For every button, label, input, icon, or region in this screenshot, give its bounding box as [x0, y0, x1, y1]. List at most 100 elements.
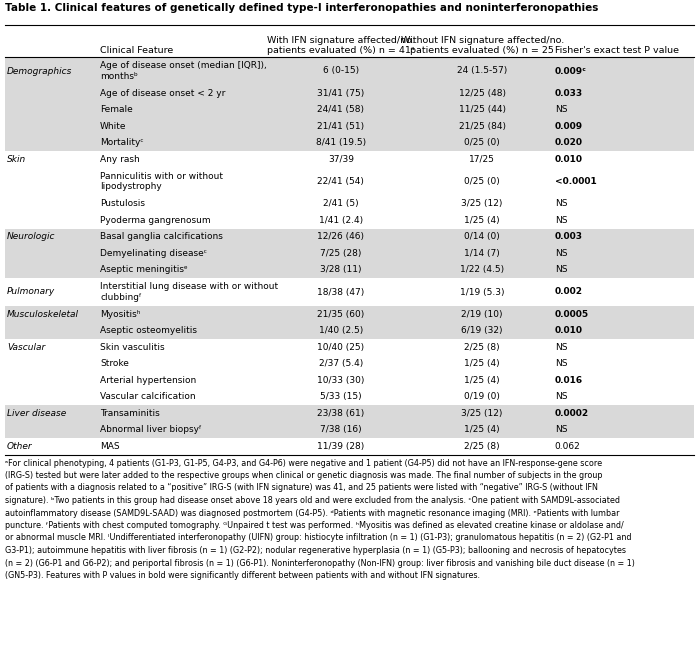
Text: 21/35 (60): 21/35 (60): [317, 310, 364, 319]
Bar: [5, 389, 694, 405]
Text: G3-P1); autoimmune hepatitis with liver fibrosis (n = 1) (G2-P2); nodular regene: G3-P1); autoimmune hepatitis with liver …: [5, 546, 626, 555]
Text: 1/25 (4): 1/25 (4): [464, 216, 500, 225]
Text: 0.002: 0.002: [555, 287, 583, 297]
Bar: [5, 101, 694, 118]
Text: Demographics: Demographics: [7, 66, 73, 76]
Text: Age of disease onset (median [IQR]),
monthsᵇ: Age of disease onset (median [IQR]), mon…: [100, 61, 267, 81]
Text: NS: NS: [555, 343, 568, 352]
Text: Clinical Feature: Clinical Feature: [100, 46, 173, 55]
Text: 0.033: 0.033: [555, 89, 583, 98]
Text: Pulmonary: Pulmonary: [7, 287, 55, 297]
Text: With IFN signature affected/no.
patients evaluated (%) n = 41ᵃ: With IFN signature affected/no. patients…: [267, 36, 415, 55]
Bar: [5, 356, 694, 372]
Text: 0/25 (0): 0/25 (0): [464, 177, 500, 186]
Text: Aseptic meningitisᵉ: Aseptic meningitisᵉ: [100, 265, 188, 274]
Text: 0.0002: 0.0002: [555, 409, 589, 418]
Text: 1/19 (5.3): 1/19 (5.3): [460, 287, 505, 297]
Bar: [5, 118, 694, 134]
Text: NS: NS: [555, 216, 568, 225]
Text: 1/25 (4): 1/25 (4): [464, 359, 500, 368]
Bar: [5, 85, 694, 101]
Text: 11/25 (44): 11/25 (44): [459, 105, 505, 114]
Text: Transaminitis: Transaminitis: [100, 409, 160, 418]
Text: 10/40 (25): 10/40 (25): [317, 343, 364, 352]
Text: 1/25 (4): 1/25 (4): [464, 376, 500, 384]
Text: <0.0001: <0.0001: [555, 177, 596, 186]
Text: 0.062: 0.062: [555, 442, 580, 451]
Text: Without IFN signature affected/no.
patients evaluated (%) n = 25: Without IFN signature affected/no. patie…: [401, 36, 564, 55]
Bar: [5, 372, 694, 389]
Text: Demyelinating diseaseᶜ: Demyelinating diseaseᶜ: [100, 249, 207, 258]
Text: 31/41 (75): 31/41 (75): [317, 89, 364, 98]
Text: Skin vasculitis: Skin vasculitis: [100, 343, 165, 352]
Text: 3/25 (12): 3/25 (12): [461, 199, 503, 208]
Bar: [5, 25, 694, 57]
Text: 0.010: 0.010: [555, 155, 583, 164]
Text: 2/41 (5): 2/41 (5): [323, 199, 359, 208]
Text: 0.010: 0.010: [555, 326, 583, 336]
Text: Myositisʰ: Myositisʰ: [100, 310, 140, 319]
Text: 1/14 (7): 1/14 (7): [464, 249, 500, 258]
Text: NS: NS: [555, 359, 568, 368]
Text: NS: NS: [555, 393, 568, 401]
Text: 1/25 (4): 1/25 (4): [464, 425, 500, 434]
Text: 11/39 (28): 11/39 (28): [317, 442, 364, 451]
Text: Arterial hypertension: Arterial hypertension: [100, 376, 196, 384]
Text: puncture. ᶠPatients with chest computed tomography. ᴳUnpaired t test was perform: puncture. ᶠPatients with chest computed …: [5, 521, 624, 530]
Bar: [5, 421, 694, 438]
Text: of patients with a diagnosis related to a “positive” IRG-S (with IFN signature) : of patients with a diagnosis related to …: [5, 484, 598, 493]
Text: Abnormal liver biopsyᶠ: Abnormal liver biopsyᶠ: [100, 425, 202, 434]
Text: 0/25 (0): 0/25 (0): [464, 138, 500, 147]
Text: NS: NS: [555, 249, 568, 258]
Text: Liver disease: Liver disease: [7, 409, 66, 418]
Bar: [5, 245, 694, 262]
Text: Female: Female: [100, 105, 133, 114]
Text: 37/39: 37/39: [328, 155, 354, 164]
Text: 21/25 (84): 21/25 (84): [459, 121, 505, 131]
Text: 0.009: 0.009: [555, 121, 583, 131]
Text: (n = 2) (G6-P1 and G6-P2); and periportal fibrosis (n = 1) (G6-P1). Noninterfero: (n = 2) (G6-P1 and G6-P2); and periporta…: [5, 558, 635, 568]
Bar: [5, 134, 694, 151]
Text: 0.0005: 0.0005: [555, 310, 589, 319]
Text: 0/19 (0): 0/19 (0): [464, 393, 500, 401]
Text: NS: NS: [555, 105, 568, 114]
Bar: [5, 168, 694, 195]
Text: 24 (1.5-57): 24 (1.5-57): [457, 66, 507, 76]
Text: or abnormal muscle MRI. ᴵUndifferentiated interferonopathy (UIFN) group: histioc: or abnormal muscle MRI. ᴵUndifferentiate…: [5, 533, 631, 542]
Text: 1/22 (4.5): 1/22 (4.5): [460, 265, 504, 274]
Text: 12/26 (46): 12/26 (46): [317, 232, 364, 242]
Text: Mortalityᶜ: Mortalityᶜ: [100, 138, 143, 147]
Text: Aseptic osteomyelitis: Aseptic osteomyelitis: [100, 326, 197, 336]
Bar: [5, 262, 694, 278]
Bar: [5, 57, 694, 85]
Text: Panniculitis with or without
lipodystrophy: Panniculitis with or without lipodystrop…: [100, 172, 223, 191]
Text: 2/25 (8): 2/25 (8): [464, 343, 500, 352]
Text: 23/38 (61): 23/38 (61): [317, 409, 364, 418]
Text: Neurologic: Neurologic: [7, 232, 55, 242]
Text: 17/25: 17/25: [469, 155, 495, 164]
Bar: [5, 438, 694, 454]
Text: 6/19 (32): 6/19 (32): [461, 326, 503, 336]
Text: 10/33 (30): 10/33 (30): [317, 376, 365, 384]
Text: 22/41 (54): 22/41 (54): [317, 177, 364, 186]
Text: 12/25 (48): 12/25 (48): [459, 89, 505, 98]
Text: 8/41 (19.5): 8/41 (19.5): [316, 138, 366, 147]
Text: 3/28 (11): 3/28 (11): [320, 265, 361, 274]
Text: Fisher's exact test P value: Fisher's exact test P value: [555, 46, 679, 55]
Text: (IRG-S) tested but were later added to the respective groups when clinical or ge: (IRG-S) tested but were later added to t…: [5, 471, 603, 480]
Bar: [5, 323, 694, 339]
Text: NS: NS: [555, 199, 568, 208]
Text: Age of disease onset < 2 yr: Age of disease onset < 2 yr: [100, 89, 225, 98]
Text: 7/25 (28): 7/25 (28): [320, 249, 361, 258]
Text: Interstitial lung disease with or without
clubbingᶠ: Interstitial lung disease with or withou…: [100, 282, 278, 302]
Text: Musculoskeletal: Musculoskeletal: [7, 310, 79, 319]
Text: 2/25 (8): 2/25 (8): [464, 442, 500, 451]
Bar: [5, 278, 694, 306]
Text: Other: Other: [7, 442, 33, 451]
Text: 2/37 (5.4): 2/37 (5.4): [319, 359, 363, 368]
Text: 1/40 (2.5): 1/40 (2.5): [319, 326, 363, 336]
Text: 5/33 (15): 5/33 (15): [320, 393, 361, 401]
Text: signature). ᵇTwo patients in this group had disease onset above 18 years old and: signature). ᵇTwo patients in this group …: [5, 496, 620, 505]
Bar: [5, 306, 694, 323]
Bar: [5, 405, 694, 421]
